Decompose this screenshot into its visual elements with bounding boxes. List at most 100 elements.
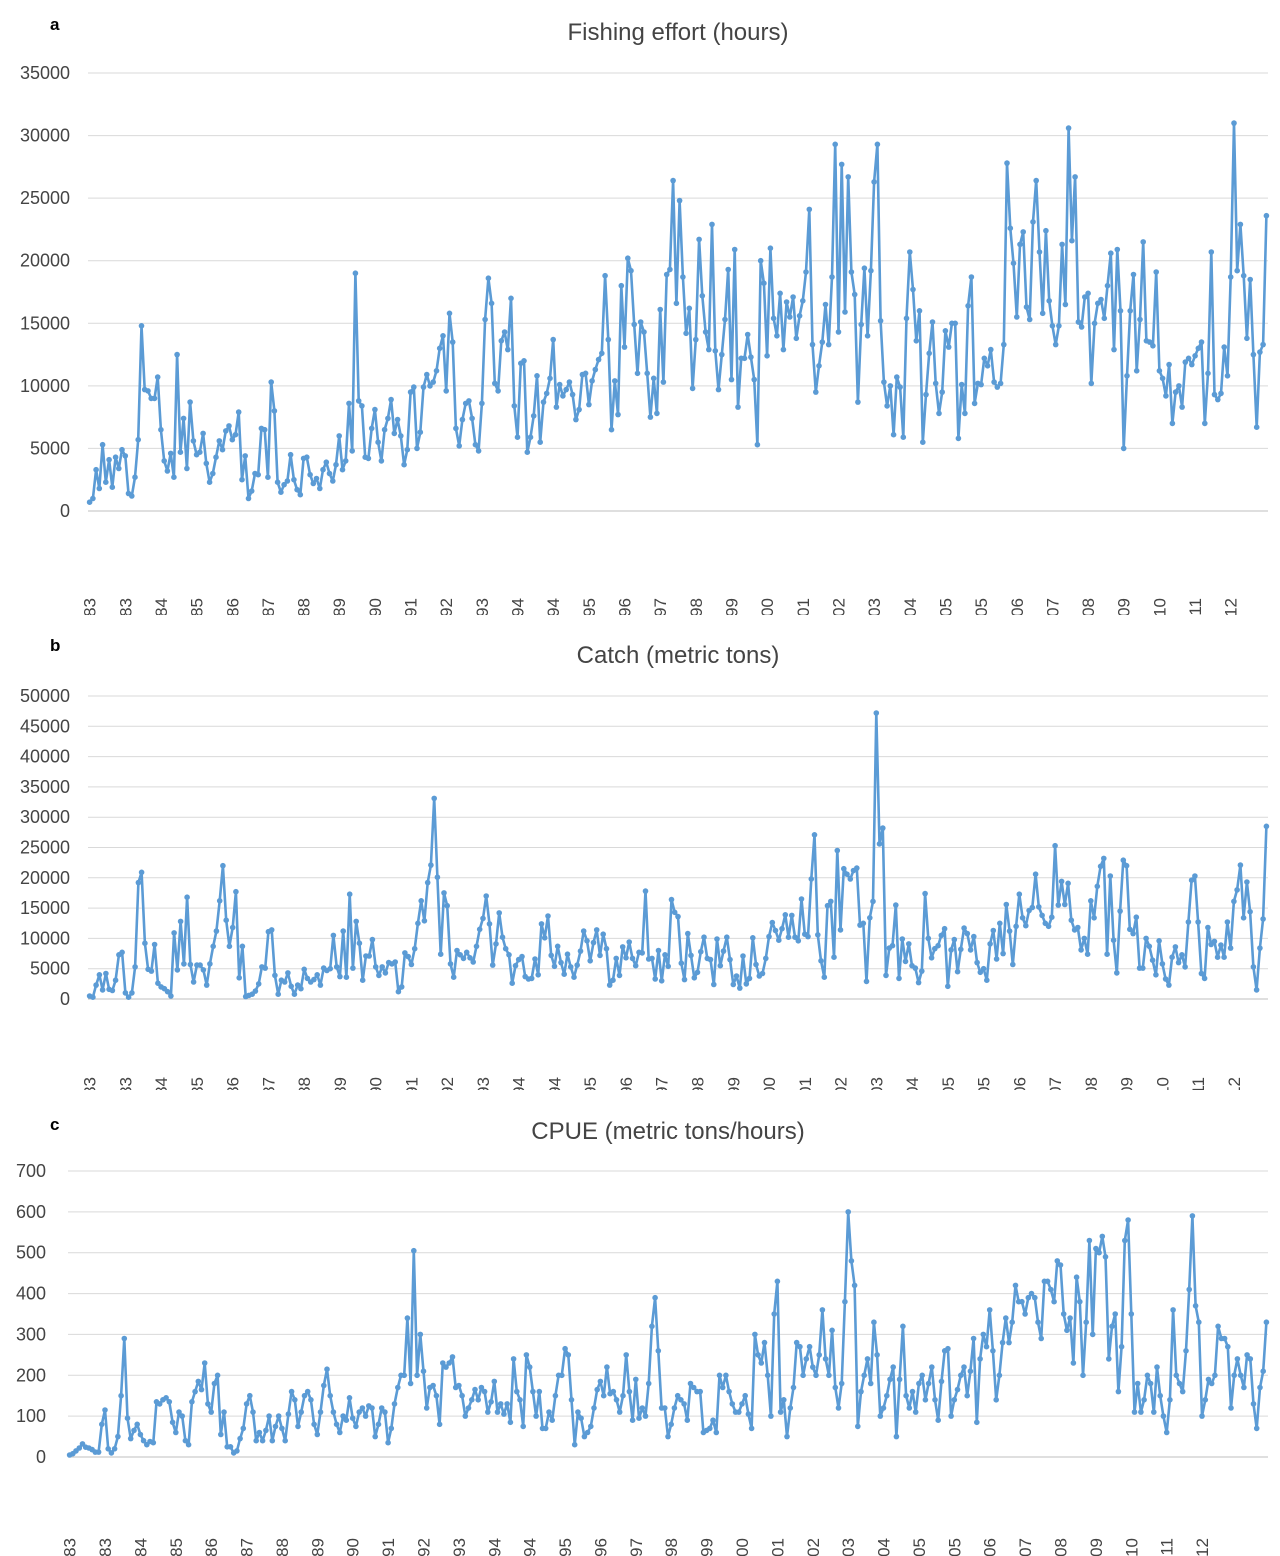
data-point (671, 1405, 678, 1411)
data-point (1070, 1360, 1077, 1366)
data-point (1134, 1380, 1141, 1387)
data-point (1130, 271, 1137, 278)
data-point (313, 475, 320, 482)
data-point (751, 376, 757, 383)
data-point (213, 454, 219, 461)
data-point (939, 389, 945, 395)
data-point (1029, 904, 1036, 911)
data-point (954, 968, 961, 975)
data-point (560, 393, 566, 399)
data-point (832, 141, 838, 148)
data-point (770, 315, 777, 322)
data-point (177, 918, 184, 925)
data-point (417, 1331, 424, 1338)
data-point (1156, 368, 1163, 374)
data-point (492, 380, 498, 387)
chart-title: CPUE (metric tons/hours) (531, 1118, 804, 1145)
data-point (752, 1331, 758, 1338)
data-point (1022, 1311, 1028, 1317)
data-point (346, 1395, 353, 1401)
data-point (900, 434, 907, 441)
data-point (789, 912, 795, 919)
data-point (1260, 341, 1266, 348)
data-point (604, 1364, 610, 1370)
data-point (1196, 1319, 1202, 1325)
data-point (436, 345, 443, 352)
data-point (1247, 1356, 1254, 1362)
cpue-chart-panel: c CPUE (metric tons/hours) 0 100 200 300 400 50… (0, 1110, 1280, 1556)
data-point (610, 1388, 617, 1395)
data-point (321, 1382, 327, 1389)
data-point (1101, 855, 1107, 862)
data-point (1244, 879, 1250, 885)
data-point (1073, 1274, 1080, 1280)
data-point (401, 1372, 408, 1379)
data-point (980, 965, 987, 972)
data-point (813, 1372, 819, 1379)
data-point (764, 353, 770, 359)
data-point (366, 953, 373, 959)
data-point (168, 993, 174, 999)
y-tick-label: 50000 (20, 686, 70, 706)
data-point (1099, 1233, 1106, 1240)
data-point (197, 449, 203, 456)
data-point (955, 435, 962, 442)
data-point (457, 952, 464, 958)
data-point (993, 1397, 999, 1403)
data-point (491, 1378, 498, 1385)
data-point (1062, 901, 1068, 908)
data-point (135, 436, 141, 443)
data-point (223, 428, 229, 434)
data-point (382, 970, 389, 976)
data-point (894, 374, 900, 380)
data-point (115, 1433, 121, 1440)
data-point (234, 1448, 240, 1454)
data-point (780, 346, 787, 353)
data-point (781, 1397, 787, 1403)
data-point (1263, 1319, 1270, 1325)
data-point (524, 449, 531, 456)
data-point (424, 371, 430, 378)
data-point (263, 1427, 269, 1434)
data-point (906, 1405, 913, 1411)
data-point (958, 946, 964, 953)
data-point (1014, 314, 1020, 320)
data-point (559, 1372, 565, 1379)
data-point (242, 453, 248, 459)
data-point (1240, 915, 1247, 921)
data-point (790, 1384, 797, 1391)
x-tick-label: Jun-00 (760, 1077, 779, 1090)
data-point (795, 938, 802, 944)
data-point (589, 378, 595, 384)
data-point (93, 466, 99, 473)
data-point (151, 941, 158, 948)
data-point (810, 1364, 816, 1370)
data-point (588, 1423, 594, 1430)
data-point (650, 375, 657, 382)
y-tick-label: 30000 (20, 807, 70, 827)
data-point (197, 962, 203, 968)
data-point (138, 869, 145, 876)
data-point (109, 484, 116, 491)
data-point (281, 979, 288, 985)
data-point (784, 1433, 790, 1440)
x-tick-label: Dec-94 (544, 598, 563, 615)
x-tick-label: Jun-89 (331, 1077, 350, 1090)
data-point (122, 990, 129, 996)
data-point (890, 431, 897, 438)
x-tick-label: Oct-07 (1016, 1538, 1035, 1556)
data-point (571, 1441, 578, 1448)
data-point (600, 1392, 607, 1399)
data-point (673, 300, 680, 307)
data-point (968, 274, 975, 280)
data-point (890, 1364, 896, 1370)
data-point (275, 1413, 282, 1419)
y-tick-label: 0 (36, 1447, 46, 1467)
data-point (407, 389, 414, 395)
data-point (1114, 246, 1121, 253)
x-tick-label: Oct-96 (617, 1077, 636, 1090)
data-point (404, 446, 411, 453)
data-point (171, 474, 177, 481)
data-point (1013, 923, 1019, 930)
catch-chart-panel: b Catch (metric tons) 0 5000 10000 15000 20000… (0, 630, 1280, 1090)
